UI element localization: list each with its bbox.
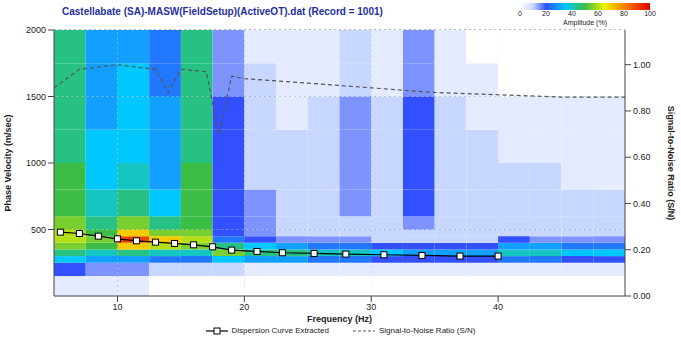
html-text:Dispersion Curve Extracted: Dispersion Curve Extracted [231,326,329,335]
html-text:Signal-to-Noise Ratio (S/N): Signal-to-Noise Ratio (S/N) [378,326,476,335]
svg-text:2000: 2000 [26,25,46,35]
svg-text:500: 500 [31,225,46,235]
svg-text:30: 30 [366,302,376,312]
svg-text:0.80: 0.80 [633,106,651,116]
svg-text:20: 20 [239,302,249,312]
html-text:80: 80 [620,10,628,17]
svg-text:Phase Velocity (m/sec): Phase Velocity (m/sec) [3,114,13,211]
html-text:60: 60 [594,10,602,17]
html-text:0: 0 [518,10,522,17]
svg-text:0.00: 0.00 [633,291,651,301]
svg-text:1500: 1500 [26,92,46,102]
html-text:100: 100 [644,10,656,17]
html-text:Amplitude (%): Amplitude (%) [563,19,607,26]
html-text:20: 20 [542,10,550,17]
svg-text:10: 10 [112,302,122,312]
svg-text:1.00: 1.00 [633,60,651,70]
svg-text:Signal-to-Noise Ratio (S/N): Signal-to-Noise Ratio (S/N) [666,106,676,221]
svg-text:40: 40 [493,302,503,312]
svg-text:0.40: 0.40 [633,199,651,209]
svg-text:1000: 1000 [26,158,46,168]
svg-text:0.20: 0.20 [633,245,651,255]
svg-text:0.60: 0.60 [633,152,651,162]
html-text:Castellabate (SA)-MASW(FieldSe: Castellabate (SA)-MASW(FieldSetup)(Activ… [62,6,383,17]
html-text:40: 40 [568,10,576,17]
svg-text:Frequency (Hz): Frequency (Hz) [307,314,372,324]
